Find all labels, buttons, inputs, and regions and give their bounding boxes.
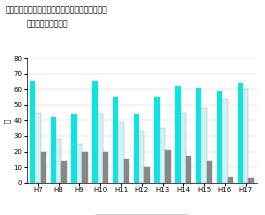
Bar — [51, 117, 56, 183]
Bar — [196, 88, 201, 183]
Bar — [228, 177, 233, 183]
Bar — [41, 152, 46, 183]
Bar — [186, 156, 191, 183]
Bar — [71, 114, 77, 183]
Bar — [82, 152, 87, 183]
Text: 図１－１－７　廃棄物の不法投棄・不適正処理に: 図１－１－７ 廃棄物の不法投棄・不適正処理に — [5, 5, 107, 14]
Bar — [175, 86, 181, 183]
Y-axis label: 件: 件 — [4, 118, 11, 123]
Legend: 総件数, 一般廃棄物, 産業廃棄物: 総件数, 一般廃棄物, 産業廃棄物 — [95, 213, 188, 215]
Bar — [160, 128, 165, 183]
Bar — [243, 89, 248, 183]
Bar — [222, 99, 228, 183]
Bar — [139, 131, 144, 183]
Bar — [92, 81, 98, 183]
Bar — [98, 114, 103, 183]
Bar — [103, 152, 108, 183]
Bar — [207, 161, 212, 183]
Bar — [237, 83, 243, 183]
Bar — [134, 114, 139, 183]
Bar — [77, 144, 82, 183]
Bar — [35, 113, 41, 183]
Bar — [113, 97, 118, 183]
Bar — [217, 91, 222, 183]
Bar — [124, 159, 129, 183]
Bar — [61, 161, 67, 183]
Bar — [165, 150, 171, 183]
Bar — [248, 178, 254, 183]
Bar — [30, 81, 35, 183]
Bar — [56, 139, 61, 183]
Bar — [201, 108, 207, 183]
Text: 係る標举件数の推移: 係る標举件数の推移 — [26, 19, 68, 28]
Bar — [144, 167, 150, 183]
Bar — [118, 122, 124, 183]
Bar — [154, 97, 160, 183]
Bar — [181, 113, 186, 183]
